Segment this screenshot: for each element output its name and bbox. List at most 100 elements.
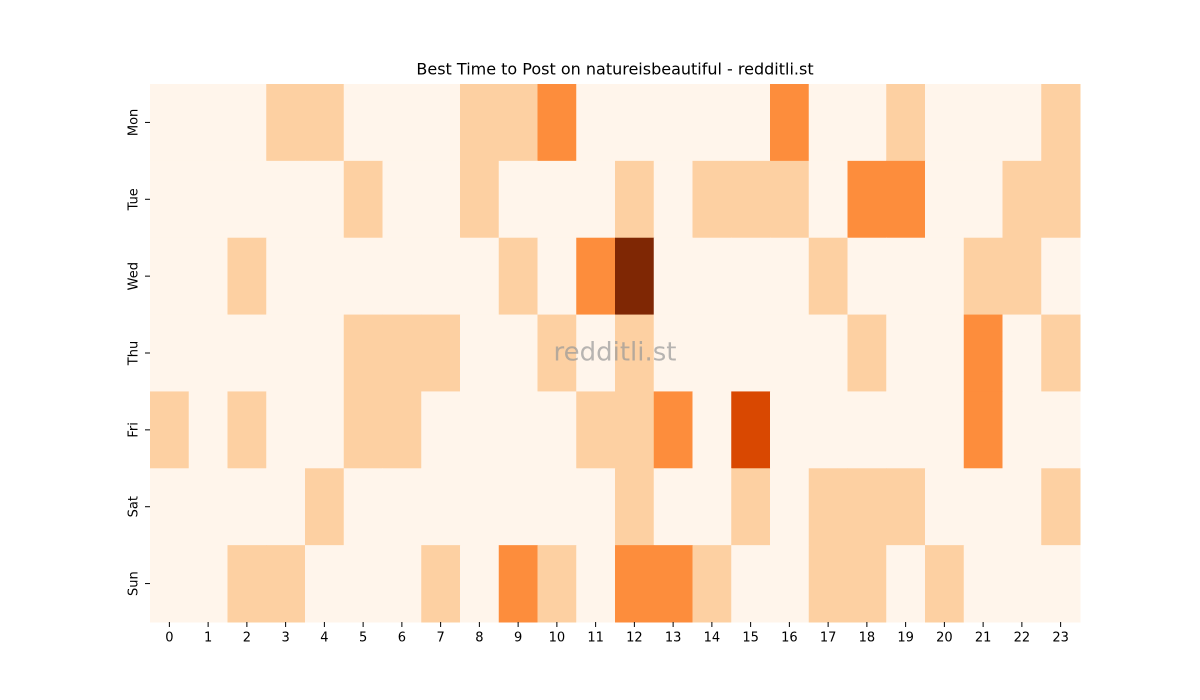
heatmap-cell <box>537 468 577 546</box>
heatmap-cell <box>227 160 267 239</box>
heatmap-cell <box>537 314 577 392</box>
heatmap-cell <box>188 160 228 239</box>
heatmap-cell <box>460 237 500 316</box>
heatmap-cell <box>460 468 500 546</box>
heatmap-cell <box>886 84 926 162</box>
heatmap-cell <box>886 545 926 623</box>
heatmap-cell <box>576 84 616 162</box>
heatmap-cell <box>227 314 267 392</box>
x-tick-label: 16 <box>781 631 798 646</box>
x-tick-label: 4 <box>320 631 328 646</box>
heatmap-cell <box>421 314 461 392</box>
heatmap-cell <box>770 391 810 469</box>
heatmap-cell <box>886 237 926 316</box>
heatmap-cell <box>653 391 693 469</box>
heatmap-cell <box>421 391 461 469</box>
heatmap-cell <box>266 545 306 623</box>
heatmap-cell <box>188 84 228 162</box>
heatmap-cell <box>498 314 538 392</box>
heatmap-cell <box>150 84 190 162</box>
heatmap-cell <box>343 545 383 623</box>
heatmap-cell <box>653 160 693 239</box>
heatmap-cell <box>266 160 306 239</box>
heatmap-cell <box>615 84 655 162</box>
heatmap-cell <box>421 84 461 162</box>
x-tick-label: 9 <box>514 631 522 646</box>
heatmap-cell <box>808 314 848 392</box>
axes: 0 1 2 3 4 5 6 7 8 9 10 11 12 13 14 15 16 17 18 19 20 21 22 23Mo… <box>127 109 1069 646</box>
heatmap-cell <box>615 160 655 239</box>
heatmap-cell <box>227 545 267 623</box>
heatmap-cell <box>150 160 190 239</box>
heatmap-cell <box>1002 391 1042 469</box>
heatmap-cell <box>770 237 810 316</box>
heatmap-cell <box>1041 314 1081 392</box>
heatmap-cell <box>266 84 306 162</box>
heatmap-cell <box>963 237 1003 316</box>
heatmap-cell <box>847 160 887 239</box>
heatmap-cell <box>150 391 190 469</box>
x-tick-label: 1 <box>204 631 212 646</box>
heatmap-cell <box>382 314 422 392</box>
x-tick-label: 22 <box>1014 631 1031 646</box>
heatmap-cell <box>653 468 693 546</box>
heatmap-cell <box>770 160 810 239</box>
heatmap-cell <box>653 84 693 162</box>
heatmap-cell <box>188 391 228 469</box>
watermark: redditli.st <box>554 338 677 368</box>
heatmap-cell <box>537 391 577 469</box>
heatmap-cell <box>808 391 848 469</box>
x-tick-label: 7 <box>436 631 444 646</box>
x-tick-label: 18 <box>859 631 876 646</box>
heatmap-cell <box>266 468 306 546</box>
x-tick-label: 12 <box>626 631 643 646</box>
heatmap-cell <box>576 314 616 392</box>
heatmap-cell <box>343 314 383 392</box>
heatmap-cell <box>615 468 655 546</box>
heatmap-cell <box>731 468 771 546</box>
heatmap-cell <box>886 314 926 392</box>
heatmap-cell <box>925 84 965 162</box>
heatmap-cell <box>382 160 422 239</box>
heatmap-cell <box>925 160 965 239</box>
heatmap-cell <box>150 237 190 316</box>
heatmap-cell <box>305 160 345 239</box>
heatmap-cells <box>150 84 1081 623</box>
heatmap-cell <box>382 84 422 162</box>
x-tick-label: 19 <box>897 631 914 646</box>
heatmap-cell <box>808 237 848 316</box>
heatmap-cell <box>653 237 693 316</box>
heatmap-cell <box>1002 160 1042 239</box>
x-tick-label: 0 <box>165 631 173 646</box>
heatmap-cell <box>692 160 732 239</box>
x-tick-label: 8 <box>475 631 483 646</box>
heatmap-cell <box>963 84 1003 162</box>
heatmap-cell <box>227 237 267 316</box>
heatmap-cell <box>731 314 771 392</box>
heatmap-cell <box>460 160 500 239</box>
y-tick-label: Sat <box>127 496 142 517</box>
heatmap-cell <box>1041 160 1081 239</box>
heatmap-cell <box>731 84 771 162</box>
heatmap-cell <box>266 237 306 316</box>
heatmap-cell <box>925 545 965 623</box>
heatmap-cell <box>963 314 1003 392</box>
heatmap-cell <box>963 468 1003 546</box>
heatmap-cell <box>343 391 383 469</box>
heatmap-cell <box>343 468 383 546</box>
heatmap-cell <box>886 160 926 239</box>
heatmap-cell <box>266 391 306 469</box>
heatmap-cell <box>305 468 345 546</box>
heatmap-cell <box>1041 237 1081 316</box>
heatmap-cell <box>963 160 1003 239</box>
heatmap-cell <box>498 545 538 623</box>
y-tick-label: Sun <box>127 571 142 596</box>
heatmap-cell <box>1002 84 1042 162</box>
heatmap-cell <box>847 237 887 316</box>
heatmap-cell <box>1041 545 1081 623</box>
heatmap-cell <box>227 84 267 162</box>
heatmap-cell <box>731 160 771 239</box>
heatmap-cell <box>808 84 848 162</box>
heatmap-cell <box>498 84 538 162</box>
